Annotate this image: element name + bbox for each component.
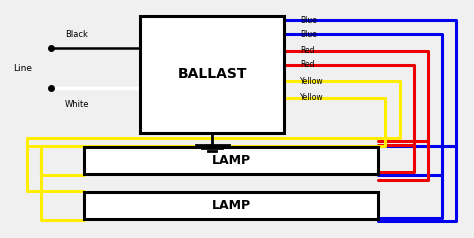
Text: Yellow: Yellow <box>300 77 324 86</box>
Bar <box>140 15 284 133</box>
Text: Red: Red <box>300 46 315 55</box>
Text: LAMP: LAMP <box>211 154 251 167</box>
Text: Yellow: Yellow <box>300 93 324 102</box>
Text: BALLAST: BALLAST <box>177 67 247 81</box>
Text: LAMP: LAMP <box>211 199 251 212</box>
Text: Blue: Blue <box>300 16 317 25</box>
Text: Black: Black <box>65 30 88 39</box>
Text: White: White <box>65 100 90 109</box>
Text: Line: Line <box>13 64 32 73</box>
Text: Red: Red <box>300 60 315 69</box>
Text: Blue: Blue <box>300 30 317 39</box>
Bar <box>84 192 378 219</box>
Bar <box>84 147 378 174</box>
